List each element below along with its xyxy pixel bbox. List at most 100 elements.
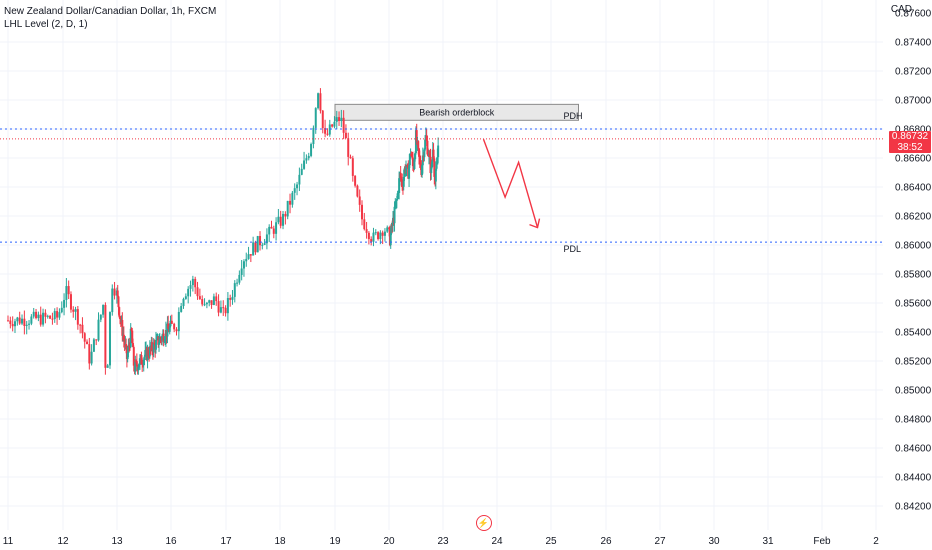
price-tick-label: 0.84800 xyxy=(895,415,932,426)
candle-body xyxy=(72,310,74,312)
candle-body xyxy=(317,93,319,108)
candle-body xyxy=(81,325,83,333)
candle-body xyxy=(368,233,370,239)
candle-body xyxy=(117,291,119,297)
candle-body xyxy=(44,313,46,317)
candle-body xyxy=(241,269,243,275)
lightning-icon[interactable]: ⚡ xyxy=(476,515,492,531)
candle-body xyxy=(201,299,203,304)
candle-body xyxy=(28,324,30,325)
time-tick-label: 20 xyxy=(383,536,395,547)
candle-body xyxy=(40,315,42,325)
candle-body xyxy=(250,254,252,255)
price-tick-label: 0.86000 xyxy=(895,241,932,252)
candle-body xyxy=(370,239,372,242)
level-label-pdh: PDH xyxy=(564,111,583,121)
time-tick-label: 19 xyxy=(329,536,341,547)
candle-body xyxy=(303,161,305,169)
indicator-label[interactable]: LHL Level (2, D, 1) xyxy=(4,19,88,30)
candle-body xyxy=(340,118,342,121)
candle-body xyxy=(326,134,328,135)
price-tick-label: 0.85200 xyxy=(895,357,932,368)
candle-body xyxy=(180,306,182,312)
candle-body xyxy=(379,233,381,239)
candle-body xyxy=(322,111,324,128)
candle-body xyxy=(61,308,63,312)
candle-body xyxy=(245,259,247,261)
time-tick-label: 30 xyxy=(708,536,720,547)
candle-body xyxy=(19,318,21,324)
candle-body xyxy=(308,156,310,158)
price-tick-label: 0.86400 xyxy=(895,183,932,194)
candle-body xyxy=(296,184,298,188)
candle-body xyxy=(14,321,16,326)
candle-body xyxy=(270,227,272,229)
candle-body xyxy=(211,300,213,305)
candle-body xyxy=(104,305,106,368)
candle-body xyxy=(377,232,379,239)
candle-body xyxy=(252,242,254,255)
candle-body xyxy=(225,308,227,313)
candle-body xyxy=(390,233,392,245)
time-tick-label: 13 xyxy=(111,536,123,547)
projection-path xyxy=(484,139,538,227)
candle-body xyxy=(49,316,51,319)
candle-body xyxy=(231,297,233,300)
candle-body xyxy=(305,158,307,160)
candle-body xyxy=(206,303,208,304)
candle-body xyxy=(194,279,196,287)
candle-body xyxy=(363,219,365,229)
candle-body xyxy=(98,320,100,341)
price-tick-label: 0.86200 xyxy=(895,212,932,223)
price-axis[interactable]: 0.84200 0.84400 0.84600 0.84800 0.85000 0.852… xyxy=(895,9,932,513)
candle-body xyxy=(354,176,356,186)
candle-body xyxy=(111,289,113,313)
last-price: 0.86732 xyxy=(889,131,931,142)
candle-body xyxy=(208,300,210,303)
candle-body xyxy=(114,289,116,296)
candle-body xyxy=(424,140,426,150)
candle-body xyxy=(264,243,266,245)
candle-body xyxy=(312,128,314,144)
price-tick-label: 0.85600 xyxy=(895,299,932,310)
candle-body xyxy=(54,311,56,319)
price-tick-label: 0.87400 xyxy=(895,38,932,49)
candle-body xyxy=(192,279,194,285)
candle-body xyxy=(79,325,81,326)
candle-body xyxy=(47,316,49,317)
time-tick-label: 18 xyxy=(274,536,286,547)
candle-body xyxy=(291,193,293,205)
time-axis[interactable]: 11 12 13 16 17 18 19 20 23 24 25 26 27 30 31 Feb 2 xyxy=(3,536,879,547)
candle-body xyxy=(93,339,95,351)
candle-body xyxy=(30,317,32,324)
candle-body xyxy=(213,296,215,305)
time-tick-label: 31 xyxy=(762,536,774,547)
candle-body xyxy=(51,319,53,320)
candle-body xyxy=(248,254,250,259)
price-tick-label: 0.85400 xyxy=(895,328,932,339)
price-tick-label: 0.85800 xyxy=(895,270,932,281)
candle-body xyxy=(23,319,25,326)
candle-body xyxy=(315,108,317,128)
candle-body xyxy=(56,311,58,318)
candle-body xyxy=(227,298,229,313)
candle-body xyxy=(301,169,303,175)
candle-body xyxy=(107,365,109,367)
candle-body xyxy=(183,299,185,306)
candle-body xyxy=(173,324,175,329)
time-tick-label: 17 xyxy=(220,536,232,547)
candle-body xyxy=(287,201,289,217)
candle-body xyxy=(284,214,286,217)
price-tick-label: 0.84600 xyxy=(895,444,932,455)
candle-body xyxy=(436,164,438,168)
time-tick-label: 23 xyxy=(437,536,449,547)
candle-body xyxy=(42,313,44,325)
time-tick-label: 16 xyxy=(165,536,177,547)
time-tick-label: 26 xyxy=(600,536,612,547)
candle-body xyxy=(88,344,90,363)
candle-body xyxy=(275,222,277,234)
candle-body xyxy=(77,309,79,325)
bearish-orderblock-label: Bearish orderblock xyxy=(419,107,495,117)
candle-body xyxy=(280,217,282,226)
